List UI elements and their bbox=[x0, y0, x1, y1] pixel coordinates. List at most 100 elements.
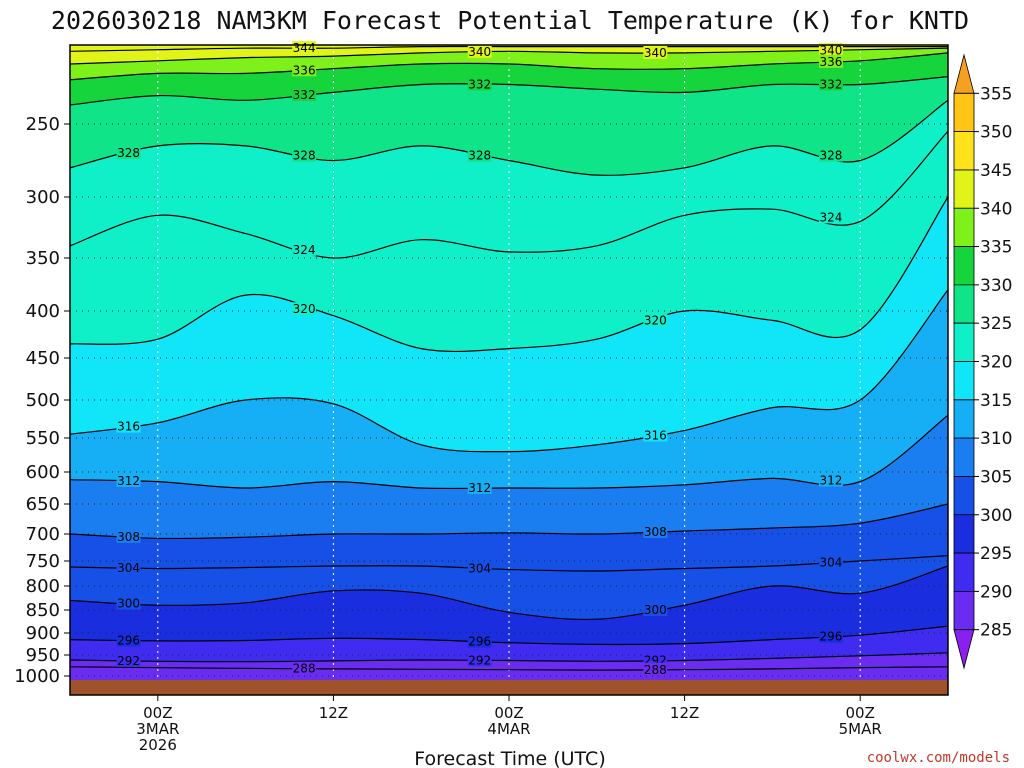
contour-label: 332 bbox=[292, 88, 317, 102]
contour-line-332 bbox=[70, 76, 948, 106]
contour-label-text: 296 bbox=[468, 635, 491, 649]
contour-label-text: 320 bbox=[293, 302, 316, 316]
contour-line-344 bbox=[70, 45, 948, 52]
contour-label-text: 340 bbox=[468, 45, 491, 59]
contour-label-text: 340 bbox=[819, 43, 842, 57]
contour-label: 336 bbox=[292, 63, 317, 77]
contour-label: 308 bbox=[116, 529, 141, 544]
contour-label-bg bbox=[818, 77, 843, 91]
contour-label-bg bbox=[643, 603, 668, 616]
contour-label-text: 296 bbox=[819, 630, 842, 644]
contour-label-text: 328 bbox=[117, 146, 140, 160]
contour-label: 332 bbox=[467, 77, 492, 92]
contour-label: 324 bbox=[818, 210, 843, 224]
chart-title: 2026030218 NAM3KM Forecast Potential Tem… bbox=[51, 6, 969, 35]
grid-lines bbox=[70, 45, 948, 695]
contour-label: 304 bbox=[116, 561, 141, 575]
colorbar-label: 345 bbox=[980, 161, 1012, 181]
contour-label: 312 bbox=[467, 481, 492, 495]
contour-label-text: 320 bbox=[644, 313, 667, 327]
contour-label-text: 332 bbox=[819, 78, 842, 92]
contour-label: 340 bbox=[818, 43, 843, 57]
contour-label: 296 bbox=[818, 629, 843, 644]
contour-label-bg bbox=[116, 473, 141, 487]
y-tick-label: 650 bbox=[26, 494, 60, 515]
contour-label-bg bbox=[116, 146, 141, 160]
contour-label: 340 bbox=[467, 44, 492, 59]
x-tick-label: 12Z bbox=[670, 704, 699, 722]
contour-label-bg bbox=[467, 77, 492, 91]
x-tick-label: 00Z bbox=[143, 704, 172, 722]
colorbar-swatch bbox=[953, 361, 975, 401]
fill-band-340 bbox=[70, 45, 948, 64]
contour-label-text: 316 bbox=[117, 420, 140, 434]
colorbar-swatch bbox=[953, 131, 975, 171]
contour-label-text: 336 bbox=[819, 55, 842, 69]
contour-line-292 bbox=[70, 652, 948, 663]
contour-label-text: 288 bbox=[293, 662, 316, 676]
contour-label-bg bbox=[818, 148, 843, 162]
colorbar-label: 350 bbox=[980, 123, 1012, 143]
contour-label-bg bbox=[292, 148, 317, 162]
colorbar-swatch bbox=[953, 246, 975, 286]
contour-label-text: 304 bbox=[468, 561, 491, 575]
contour-line-304 bbox=[70, 555, 948, 572]
contour-label: 300 bbox=[116, 596, 141, 611]
colorbar-label: 330 bbox=[980, 276, 1012, 296]
contour-label-bg bbox=[643, 525, 668, 538]
contour-label-bg bbox=[292, 242, 317, 256]
x-tick-label: 4MAR bbox=[487, 720, 530, 738]
contour-line-296 bbox=[70, 625, 948, 646]
contour-label-text: 312 bbox=[468, 481, 491, 495]
colorbar-swatch bbox=[953, 514, 975, 554]
colorbar-label: 295 bbox=[980, 544, 1012, 564]
x-tick-label: 5MAR bbox=[839, 720, 882, 738]
y-tick-label: 800 bbox=[26, 576, 60, 597]
contour-label: 324 bbox=[292, 242, 317, 257]
contour-label-bg bbox=[467, 481, 492, 494]
contour-label: 296 bbox=[116, 633, 141, 647]
x-tick-label: 3MAR bbox=[136, 720, 179, 738]
contour-label: 328 bbox=[116, 146, 141, 160]
contour-label-text: 344 bbox=[293, 41, 316, 55]
colorbar-swatch bbox=[953, 207, 975, 247]
contour-label-bg bbox=[116, 561, 141, 574]
contour-label: 328 bbox=[292, 148, 317, 163]
contour-label-bg bbox=[292, 661, 317, 675]
y-tick-label: 300 bbox=[26, 187, 60, 208]
colorbar-label: 340 bbox=[980, 199, 1012, 219]
contour-line-336 bbox=[70, 52, 948, 81]
contour-label-text: 328 bbox=[293, 149, 316, 163]
contour-label-text: 324 bbox=[293, 243, 316, 257]
contour-label: 320 bbox=[292, 302, 317, 316]
contour-line-340 bbox=[70, 47, 948, 65]
contour-label-text: 300 bbox=[644, 603, 667, 617]
contour-label: 304 bbox=[467, 561, 492, 575]
contour-label: 344 bbox=[292, 41, 317, 55]
contour-label-bg bbox=[818, 555, 843, 569]
contour-label: 316 bbox=[643, 428, 668, 442]
colorbar-label: 285 bbox=[980, 621, 1012, 641]
colorbar-label: 320 bbox=[980, 353, 1012, 373]
contour-label: 292 bbox=[467, 653, 492, 667]
contour-label-text: 324 bbox=[819, 210, 842, 224]
contour-label-text: 308 bbox=[644, 525, 667, 539]
contour-label: 288 bbox=[643, 662, 668, 677]
contour-label-text: 312 bbox=[117, 474, 140, 488]
contour-label-bg bbox=[643, 45, 668, 59]
contour-label-bg bbox=[818, 54, 843, 68]
contour-label-bg bbox=[643, 662, 668, 676]
colorbar-swatch bbox=[953, 284, 975, 324]
contour-label-bg bbox=[643, 428, 668, 442]
contour-line-328 bbox=[70, 99, 948, 176]
colorbar-swatch bbox=[953, 169, 975, 209]
contour-label-text: 328 bbox=[819, 149, 842, 163]
colorbar-label: 290 bbox=[980, 582, 1012, 602]
contour-label-bg bbox=[116, 419, 141, 433]
x-tick-label: 12Z bbox=[319, 704, 348, 722]
contour-label-bg bbox=[818, 43, 843, 57]
contour-label: 312 bbox=[818, 473, 843, 488]
